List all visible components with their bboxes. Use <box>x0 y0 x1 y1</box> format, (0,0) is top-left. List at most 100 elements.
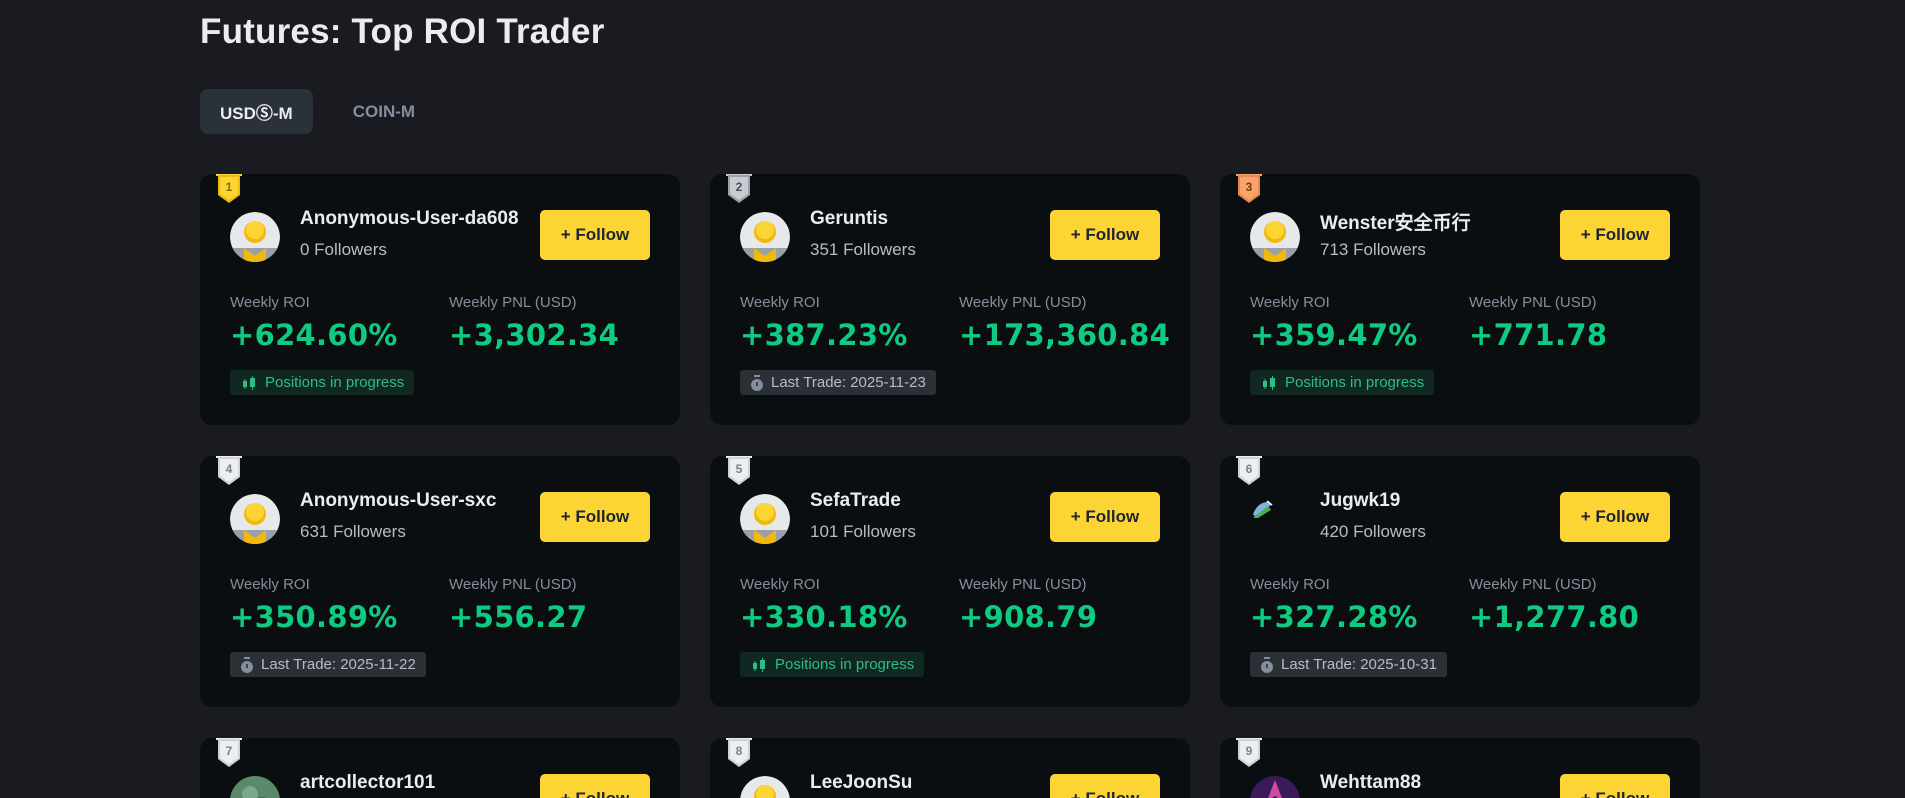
trader-name[interactable]: Wenster安全币行 <box>1320 213 1471 234</box>
weekly-pnl-value: +556.27 <box>449 600 588 634</box>
rank-medal-icon: 9 <box>1236 738 1262 768</box>
weekly-roi-value: +387.23% <box>740 318 908 352</box>
status-badge: Positions in progress <box>1250 370 1435 395</box>
weekly-pnl-label: Weekly PNL (USD) <box>959 576 1087 593</box>
weekly-roi-label: Weekly ROI <box>1250 294 1330 311</box>
avatar[interactable] <box>1250 776 1300 798</box>
follow-button[interactable]: + Follow <box>1050 492 1160 542</box>
svg-text:6: 6 <box>1246 462 1253 476</box>
trader-card: 3 Wenster安全币行 713 Followers + Follow Wee… <box>1220 174 1700 425</box>
avatar[interactable] <box>230 212 280 262</box>
weekly-pnl-label: Weekly PNL (USD) <box>449 294 577 311</box>
weekly-pnl-label: Weekly PNL (USD) <box>1469 576 1597 593</box>
follower-count: 631 Followers <box>300 522 406 541</box>
weekly-roi-label: Weekly ROI <box>230 294 310 311</box>
follow-button[interactable]: + Follow <box>1560 774 1670 798</box>
trader-card: 8 LeeJoonSu + Follow Weekly ROI Weekly P… <box>710 738 1190 798</box>
trader-name[interactable]: LeeJoonSu <box>810 772 913 793</box>
timer-icon <box>240 656 254 673</box>
status-text: Last Trade: 2025-11-22 <box>261 656 416 673</box>
svg-text:3: 3 <box>1246 180 1253 194</box>
status-text: Last Trade: 2025-10-31 <box>1281 656 1437 673</box>
timer-icon <box>1260 656 1274 673</box>
status-badge: Positions in progress <box>230 370 415 395</box>
follow-button[interactable]: + Follow <box>1560 210 1670 260</box>
avatar[interactable] <box>230 494 280 544</box>
rank-medal-icon: 1 <box>216 174 242 204</box>
rank-medal-icon: 3 <box>1236 174 1262 204</box>
weekly-pnl-label: Weekly PNL (USD) <box>1469 294 1597 311</box>
weekly-roi-label: Weekly ROI <box>230 576 310 593</box>
trader-name[interactable]: artcollector101 <box>300 772 436 793</box>
weekly-roi-value: +624.60% <box>230 318 398 352</box>
page-title: Futures: Top ROI Trader <box>200 12 605 51</box>
trader-card: 5 SefaTrade 101 Followers + Follow Weekl… <box>710 456 1190 707</box>
trader-card: 7 artcollector101 + Follow Weekly ROI We… <box>200 738 680 798</box>
follower-count: 351 Followers <box>810 240 916 259</box>
avatar[interactable] <box>740 494 790 544</box>
candlestick-icon <box>1260 375 1278 390</box>
trader-grid: 1 Anonymous-User-da608 0 Followers + Fol… <box>200 174 1700 798</box>
follow-button[interactable]: + Follow <box>540 774 650 798</box>
follower-count: 0 Followers <box>300 240 387 259</box>
trader-card: 9 Wehttam88 + Follow Weekly ROI Weekly P… <box>1220 738 1700 798</box>
timer-icon <box>750 374 764 391</box>
weekly-roi-label: Weekly ROI <box>1250 576 1330 593</box>
status-badge: Positions in progress <box>740 652 925 677</box>
weekly-pnl-value: +1,277.80 <box>1469 600 1640 634</box>
follow-button[interactable]: + Follow <box>540 492 650 542</box>
avatar[interactable] <box>740 212 790 262</box>
follow-button[interactable]: + Follow <box>1050 774 1160 798</box>
tab-coin-m[interactable]: COIN-M <box>352 101 416 121</box>
svg-text:7: 7 <box>226 744 233 758</box>
follow-button[interactable]: + Follow <box>1560 492 1670 542</box>
avatar[interactable] <box>1250 212 1300 262</box>
status-text: Positions in progress <box>265 374 405 391</box>
rank-medal-icon: 5 <box>726 456 752 486</box>
svg-text:9: 9 <box>1246 744 1253 758</box>
tab-usds-m[interactable]: USDⓈ-M <box>200 89 313 134</box>
trader-name[interactable]: Anonymous-User-sxc <box>300 490 497 511</box>
trader-card: 6 Jugwk19 420 Followers + Follow Weekly … <box>1220 456 1700 707</box>
follower-count: 420 Followers <box>1320 522 1426 541</box>
follower-count: 101 Followers <box>810 522 916 541</box>
trader-card: 2 Geruntis 351 Followers + Follow Weekly… <box>710 174 1190 425</box>
follow-button[interactable]: + Follow <box>1050 210 1160 260</box>
weekly-roi-value: +359.47% <box>1250 318 1418 352</box>
status-badge: Last Trade: 2025-11-23 <box>740 370 936 395</box>
weekly-roi-value: +327.28% <box>1250 600 1418 634</box>
rank-medal-icon: 6 <box>1236 456 1262 486</box>
follower-count: 713 Followers <box>1320 240 1426 259</box>
trader-name[interactable]: Wehttam88 <box>1320 772 1422 793</box>
trader-card: 4 Anonymous-User-sxc 631 Followers + Fol… <box>200 456 680 707</box>
weekly-pnl-value: +908.79 <box>959 600 1098 634</box>
svg-text:1: 1 <box>226 180 233 194</box>
weekly-roi-label: Weekly ROI <box>740 576 820 593</box>
status-text: Last Trade: 2025-11-23 <box>771 374 926 391</box>
avatar[interactable] <box>740 776 790 798</box>
trader-name[interactable]: SefaTrade <box>810 490 901 511</box>
weekly-pnl-value: +3,302.34 <box>449 318 620 352</box>
trader-name[interactable]: Geruntis <box>810 208 889 229</box>
svg-text:8: 8 <box>736 744 743 758</box>
trader-card: 1 Anonymous-User-da608 0 Followers + Fol… <box>200 174 680 425</box>
weekly-pnl-value: +771.78 <box>1469 318 1608 352</box>
svg-text:5: 5 <box>736 462 743 476</box>
status-text: Positions in progress <box>775 656 915 673</box>
status-text: Positions in progress <box>1285 374 1425 391</box>
trader-name[interactable]: Jugwk19 <box>1320 490 1401 511</box>
weekly-pnl-label: Weekly PNL (USD) <box>959 294 1087 311</box>
candlestick-icon <box>750 657 768 672</box>
weekly-pnl-label: Weekly PNL (USD) <box>449 576 577 593</box>
svg-text:4: 4 <box>226 462 233 476</box>
rank-medal-icon: 4 <box>216 456 242 486</box>
status-badge: Last Trade: 2025-11-22 <box>230 652 426 677</box>
trader-name[interactable]: Anonymous-User-da608 <box>300 208 519 229</box>
avatar[interactable] <box>1250 494 1300 544</box>
rank-medal-icon: 8 <box>726 738 752 768</box>
follow-button[interactable]: + Follow <box>540 210 650 260</box>
rank-medal-icon: 2 <box>726 174 752 204</box>
rank-medal-icon: 7 <box>216 738 242 768</box>
svg-text:2: 2 <box>736 180 743 194</box>
avatar[interactable] <box>230 776 280 798</box>
